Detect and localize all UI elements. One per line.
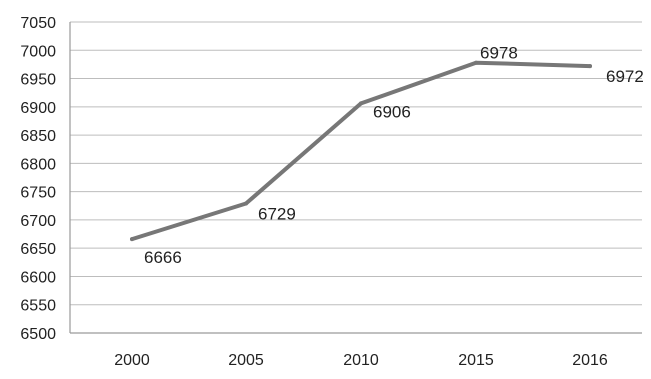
gridlines [70, 21, 642, 306]
y-tick-label: 6850 [20, 128, 56, 145]
y-tick-label: 7050 [20, 15, 56, 32]
y-tick-label: 6500 [20, 326, 56, 343]
series-line [130, 60, 592, 242]
data-label: 6978 [480, 44, 518, 63]
y-tick-label: 6750 [20, 185, 56, 202]
series-layer [130, 60, 592, 242]
data-label: 6972 [606, 67, 644, 86]
data-point [588, 64, 592, 69]
data-point [474, 60, 478, 65]
x-tick-label: 2016 [572, 352, 608, 369]
y-tick-label: 6800 [20, 156, 56, 173]
y-axis-tick-labels: 6500 6550 6600 6650 6700 6750 6800 6850 6900 6950… [20, 15, 56, 343]
data-label: 6729 [258, 205, 296, 224]
x-tick-label: 2005 [228, 352, 264, 369]
y-tick-label: 6700 [20, 213, 56, 230]
y-tick-label: 6550 [20, 298, 56, 315]
data-label: 6906 [373, 102, 411, 121]
y-tick-label: 6950 [20, 72, 56, 89]
y-tick-label: 7000 [20, 43, 56, 60]
data-point [359, 101, 363, 106]
x-tick-label: 2010 [343, 352, 379, 369]
y-tick-label: 6650 [20, 241, 56, 258]
data-point [130, 237, 134, 242]
y-tick-label: 6900 [20, 100, 56, 117]
data-label: 6666 [144, 248, 182, 267]
axes [69, 22, 642, 334]
x-axis-tick-labels: 2000 2005 2010 2015 2016 [114, 352, 608, 369]
y-tick-label: 6600 [20, 269, 56, 286]
data-point [244, 201, 248, 206]
x-tick-label: 2015 [458, 352, 494, 369]
x-tick-label: 2000 [114, 352, 150, 369]
data-labels: 6666 6729 6906 6978 6972 [144, 44, 644, 267]
